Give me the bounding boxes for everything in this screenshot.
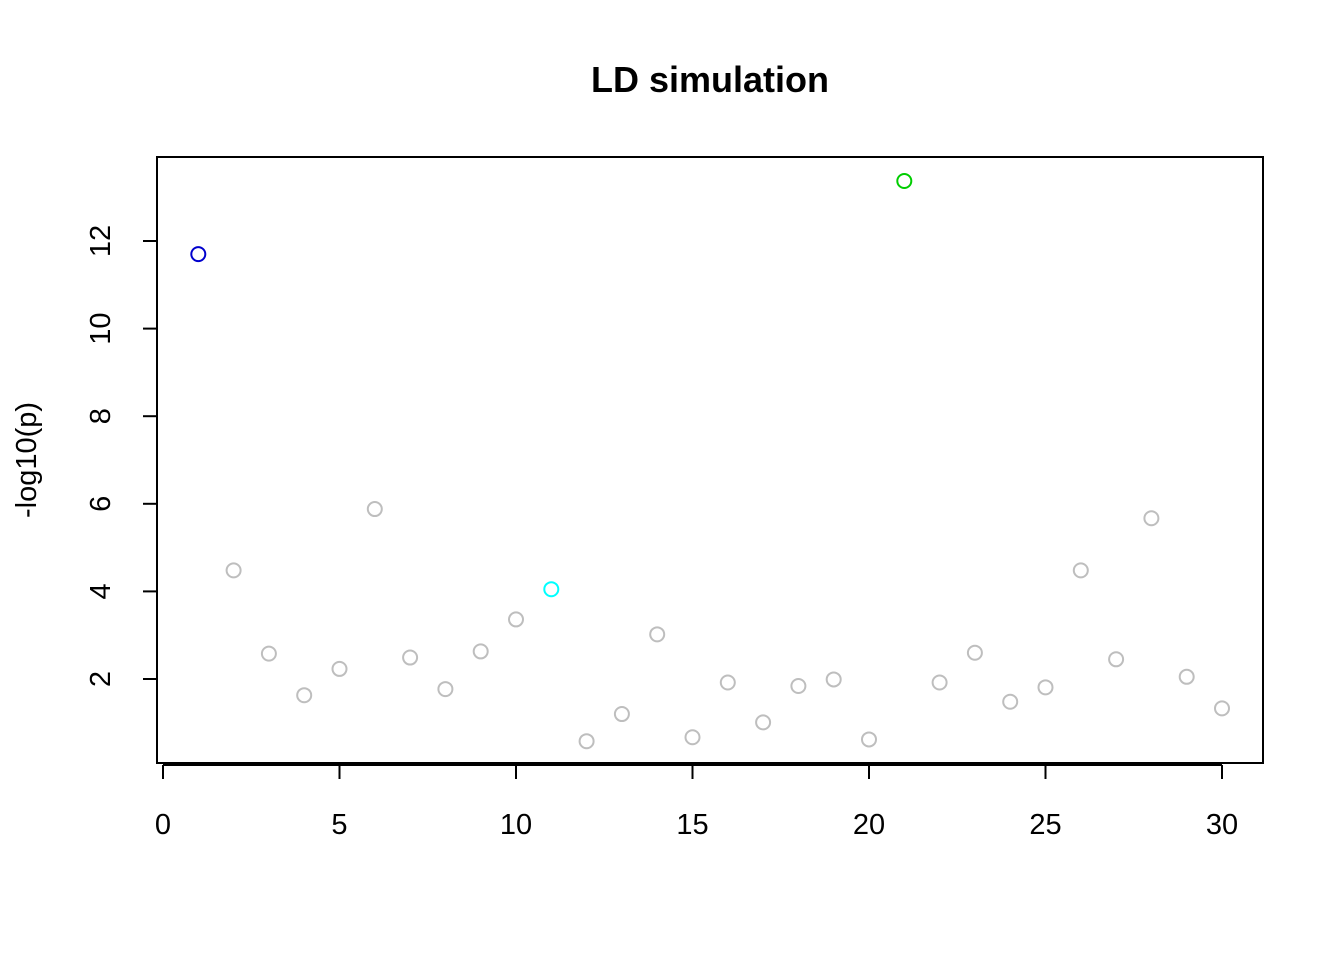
data-point [966,644,983,661]
x-tick-label: 15 [676,809,708,841]
data-point [861,731,877,748]
x-tick-label: 20 [853,809,885,841]
data-point [790,678,807,695]
x-axis: 0 5 10 15 20 25 30 [155,764,1238,841]
data-point [472,643,489,660]
x-tick-label: 30 [1206,809,1238,841]
data-point [755,714,772,731]
data-point [1108,651,1125,668]
data-point [896,172,913,189]
data-point [225,562,242,579]
x-tick-label: 25 [1029,809,1061,841]
plot-frame [156,156,1264,764]
data-points [190,172,1230,750]
chart-title: LD simulation [591,59,829,100]
data-point [1002,693,1019,710]
y-tick-label: 2 [85,671,117,687]
x-tick-label: 10 [500,809,532,841]
data-point [296,687,313,704]
data-point [684,729,701,746]
data-point [1143,510,1160,527]
data-point [931,674,948,691]
x-tick-label: 0 [155,809,171,841]
data-point [260,645,277,662]
y-tick-label: 6 [85,496,117,512]
y-tick-label: 12 [85,225,117,257]
data-point [1178,668,1195,685]
data-point [543,581,560,598]
data-point [331,660,348,677]
data-point [402,649,419,666]
y-tick-label: 10 [85,312,117,344]
data-point [825,671,842,688]
y-tick-label: 4 [85,583,117,599]
data-point [719,674,736,691]
y-axis: 2 4 6 8 10 12 [85,225,158,687]
data-point [649,626,666,643]
y-tick-label: 8 [85,408,117,424]
data-point [1214,700,1230,717]
data-point [1072,562,1089,579]
data-point [366,501,383,518]
data-point [578,733,595,750]
data-point [437,681,454,698]
data-point [190,246,207,263]
x-tick-label: 5 [331,809,347,841]
data-point [613,706,630,723]
data-point [508,611,524,628]
y-axis-label: -log10(p) [11,402,43,518]
data-point [1037,679,1054,696]
